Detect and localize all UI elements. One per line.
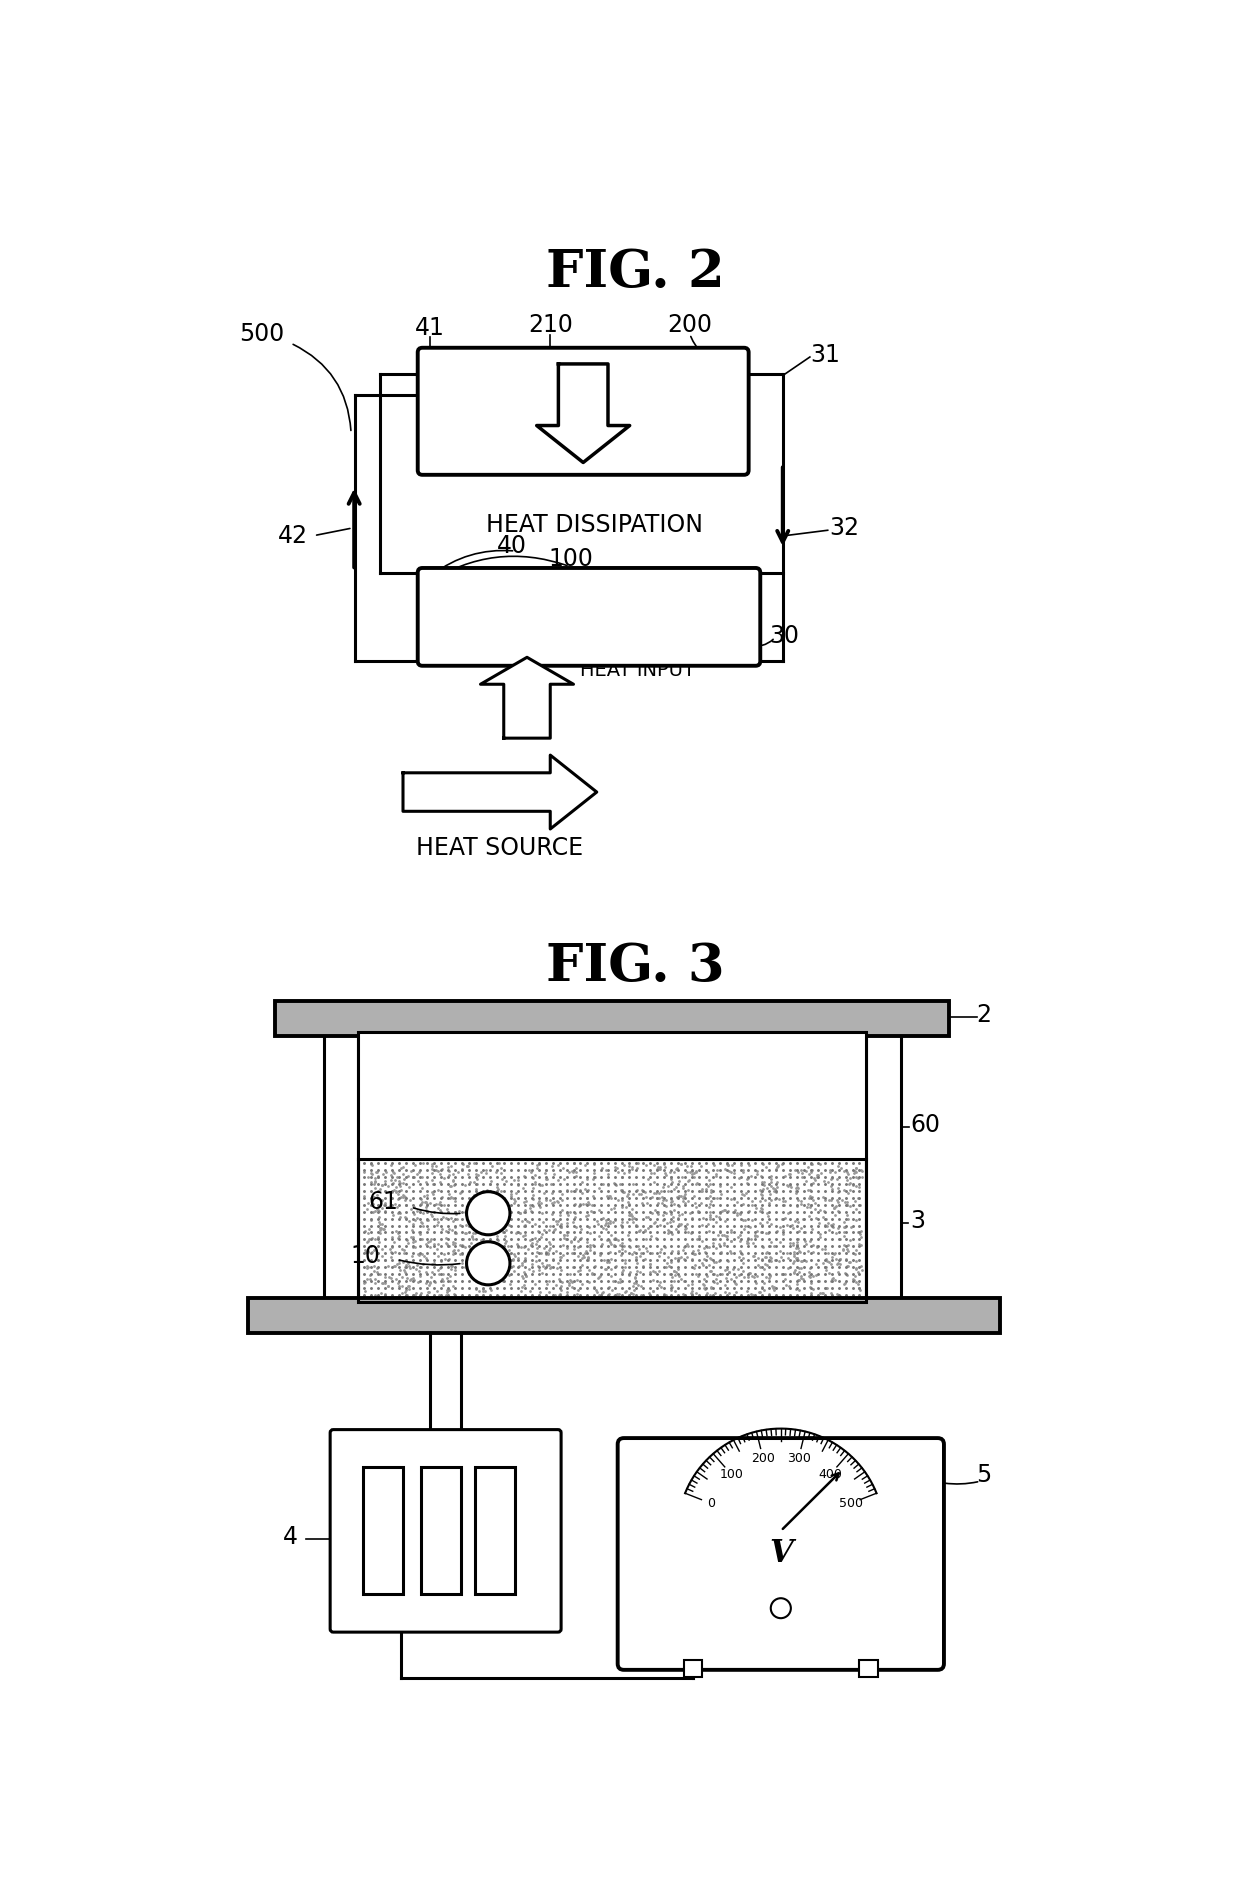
Text: 1: 1 [977, 1313, 991, 1337]
Circle shape [466, 1191, 510, 1235]
Circle shape [466, 1243, 510, 1284]
Text: FIG. 2: FIG. 2 [546, 247, 725, 298]
Bar [362, 1468, 403, 1593]
Text: 0: 0 [707, 1497, 714, 1510]
FancyBboxPatch shape [618, 1438, 944, 1669]
Text: 500: 500 [838, 1497, 863, 1510]
FancyBboxPatch shape [418, 567, 760, 666]
Bar [683, 1660, 702, 1677]
Text: 200: 200 [751, 1451, 775, 1464]
Text: 2: 2 [977, 1004, 992, 1026]
Text: V: V [769, 1538, 792, 1569]
FancyBboxPatch shape [418, 347, 749, 474]
Bar [422, 1468, 461, 1593]
Text: 100: 100 [719, 1468, 743, 1482]
Text: 300: 300 [786, 1451, 811, 1464]
Bar [358, 1032, 867, 1301]
Text: 210: 210 [528, 313, 573, 338]
Polygon shape [403, 755, 596, 829]
Text: 200: 200 [667, 313, 712, 338]
Polygon shape [537, 364, 630, 463]
Text: 30: 30 [769, 624, 799, 647]
Text: HEAT DISSIPATION: HEAT DISSIPATION [486, 514, 703, 537]
Bar [324, 1032, 358, 1301]
Text: 4: 4 [283, 1525, 298, 1548]
Text: 41: 41 [415, 315, 445, 340]
Bar [859, 1660, 878, 1677]
Text: HEAT INPUT: HEAT INPUT [580, 662, 694, 681]
Circle shape [771, 1599, 791, 1618]
Bar [360, 1034, 866, 1159]
Text: 60: 60 [910, 1114, 941, 1136]
Text: HEAT SOURCE: HEAT SOURCE [417, 837, 584, 859]
Text: 10: 10 [351, 1244, 381, 1267]
Bar [248, 1298, 999, 1332]
Bar [358, 1032, 867, 1301]
Text: 500: 500 [239, 322, 284, 345]
Bar [867, 1032, 900, 1301]
Text: 100: 100 [549, 546, 594, 571]
Text: 3: 3 [910, 1208, 925, 1233]
Text: 32: 32 [830, 516, 859, 541]
Text: 42: 42 [278, 524, 308, 548]
Bar [475, 1468, 515, 1593]
Polygon shape [481, 656, 573, 738]
FancyBboxPatch shape [330, 1430, 560, 1631]
Text: FIG. 3: FIG. 3 [546, 941, 725, 992]
Bar [275, 1002, 950, 1036]
Text: 61: 61 [368, 1189, 398, 1214]
Text: 5: 5 [977, 1463, 992, 1487]
Text: 40: 40 [496, 533, 527, 558]
Text: 31: 31 [810, 343, 839, 366]
Text: 400: 400 [818, 1468, 842, 1482]
